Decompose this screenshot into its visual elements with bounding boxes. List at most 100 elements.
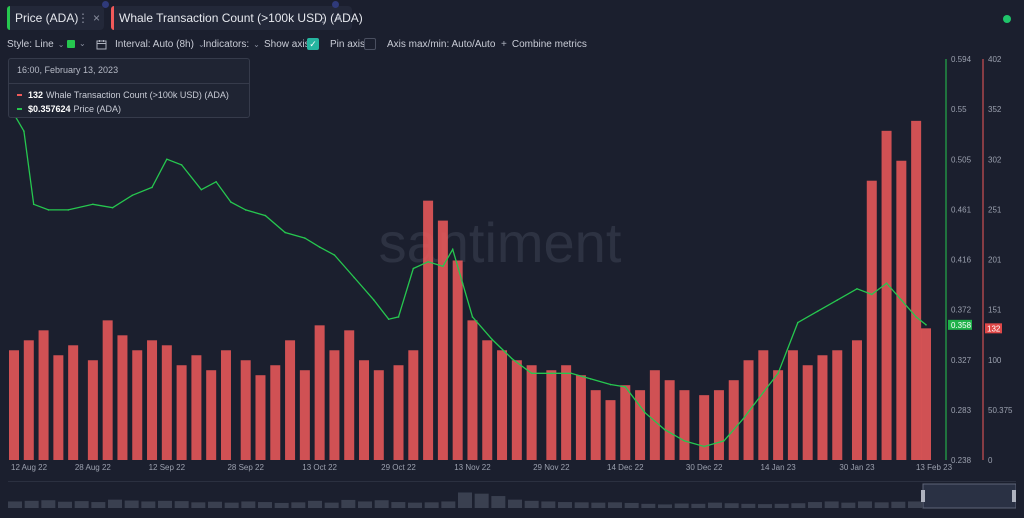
interval-dropdown[interactable]: Interval: Auto (8h) ⌄: [115, 39, 205, 50]
price-point: [797, 321, 799, 324]
price-point: [816, 310, 819, 313]
color-picker[interactable]: ⌄: [67, 39, 86, 48]
whale-bar: [38, 330, 49, 460]
price-point: [723, 440, 725, 442]
navigator-bar: [641, 503, 656, 508]
price-tick-label: 0.372: [951, 306, 972, 315]
close-icon[interactable]: ×: [335, 11, 343, 25]
tab-price[interactable]: Price (ADA) ⋮ ×: [7, 1, 109, 30]
navigator-handle-left[interactable]: [921, 490, 925, 502]
calendar-button[interactable]: [96, 39, 107, 50]
navigator-handle-right[interactable]: [1012, 490, 1016, 502]
navigator-bar: [191, 502, 206, 508]
show-axis-toggle[interactable]: Show axis: [264, 39, 310, 50]
whale-tick-label: 251: [988, 205, 1002, 214]
price-point: [624, 385, 627, 388]
price-point: [32, 203, 35, 206]
price-tick-label: 0.238: [951, 456, 972, 465]
whale-bar: [9, 350, 19, 460]
style-label: Style: Line: [7, 39, 54, 50]
color-swatch: [67, 39, 75, 48]
whale-bar: [649, 370, 660, 460]
navigator-bar: [591, 502, 606, 508]
metric-tabs: Price (ADA) ⋮ × Whale Transaction Count …: [0, 0, 1024, 36]
navigator-selection[interactable]: [922, 483, 1016, 509]
tooltip-price-value: $0.357624: [28, 104, 71, 114]
whale-axis: 402 352 302 251 201 151 100 50.375 0 132: [982, 55, 1013, 465]
price-legend-mark: [17, 108, 22, 110]
interval-label: Interval: Auto (8h): [115, 39, 194, 50]
close-icon[interactable]: ×: [93, 11, 101, 25]
menu-icon[interactable]: ⋮: [77, 11, 89, 25]
navigator-bar: [374, 500, 389, 508]
tab-whale-transactions[interactable]: Whale Transaction Count (>100k USD) (ADA…: [111, 1, 363, 30]
price-point: [451, 248, 454, 251]
chart-toolbar: Style: Line ⌄ ⌄ Interval: Auto (8h) ⌄ Indi…: [0, 36, 1024, 54]
whale-bar: [87, 360, 98, 460]
whale-bar: [206, 370, 217, 460]
price-point: [397, 316, 400, 318]
navigator-bar: [258, 502, 272, 508]
indicators-dropdown[interactable]: Indicators: ⌄: [203, 39, 260, 50]
whale-tick-label: 100: [988, 356, 1002, 365]
whale-bar: [896, 160, 907, 460]
price-axis: 0.594 0.55 0.505 0.461 0.416 0.372 0.327 0.283 0…: [945, 55, 972, 465]
price-point: [318, 246, 321, 248]
menu-icon[interactable]: ⋮: [317, 11, 329, 25]
show-axis-label: Show axis: [264, 39, 310, 50]
tab-whale-color: [111, 6, 114, 30]
price-point: [166, 158, 168, 161]
plus-icon: +: [501, 39, 507, 50]
whale-bar: [866, 180, 877, 460]
whale-bar: [802, 365, 813, 460]
tab-whale-indicator: [332, 1, 339, 8]
whale-bar: [881, 130, 892, 460]
navigator-bar: [574, 502, 589, 508]
price-point: [925, 324, 927, 326]
navigator-bar: [508, 499, 522, 508]
price-point: [387, 318, 390, 320]
navigator-bar: [758, 504, 772, 508]
whale-bar: [699, 395, 710, 460]
navigator-bar: [174, 501, 189, 508]
pin-axis-checkbox[interactable]: [364, 38, 376, 50]
x-tick-label: 28 Sep 22: [227, 463, 264, 472]
price-point: [47, 209, 50, 211]
price-point: [742, 417, 745, 420]
tooltip-price-label: Price (ADA): [73, 104, 122, 114]
range-navigator[interactable]: [8, 481, 1016, 512]
price-point: [230, 201, 232, 203]
price-point: [333, 254, 336, 256]
whale-tick-label: 302: [988, 155, 1002, 164]
tab-price-color: [7, 6, 10, 30]
watermark: santiment: [379, 211, 622, 274]
combine-metrics-button[interactable]: + Combine metrics: [501, 39, 587, 50]
navigator-bar: [458, 492, 472, 508]
whale-bar: [161, 345, 172, 460]
price-point: [151, 186, 153, 189]
navigator-bar: [208, 501, 222, 508]
whale-bar: [329, 350, 340, 460]
navigator-bar: [324, 502, 339, 508]
x-tick-label: 12 Sep 22: [149, 463, 186, 472]
price-point: [511, 357, 513, 360]
whale-bar: [679, 390, 690, 460]
price-point: [23, 130, 25, 132]
axis-minmax-dropdown[interactable]: Axis max/min: Auto/Auto: [387, 39, 495, 50]
navigator-bar: [608, 502, 622, 508]
price-point: [609, 383, 612, 386]
price-point: [412, 267, 415, 270]
price-tick-label: 0.55: [951, 105, 967, 114]
whale-bar: [270, 365, 281, 460]
show-axis-checkbox[interactable]: ✓: [307, 38, 319, 50]
navigator-bar: [891, 501, 906, 508]
navigator-bar: [41, 500, 56, 508]
whale-legend-mark: [17, 94, 22, 96]
whale-bar: [758, 350, 769, 460]
whale-bar: [635, 390, 646, 460]
pin-axis-toggle[interactable]: Pin axis: [330, 39, 365, 50]
style-dropdown[interactable]: Style: Line ⌄: [7, 39, 64, 50]
navigator-bar: [124, 500, 139, 508]
whale-bar: [117, 335, 128, 460]
whale-bar: [482, 340, 493, 460]
